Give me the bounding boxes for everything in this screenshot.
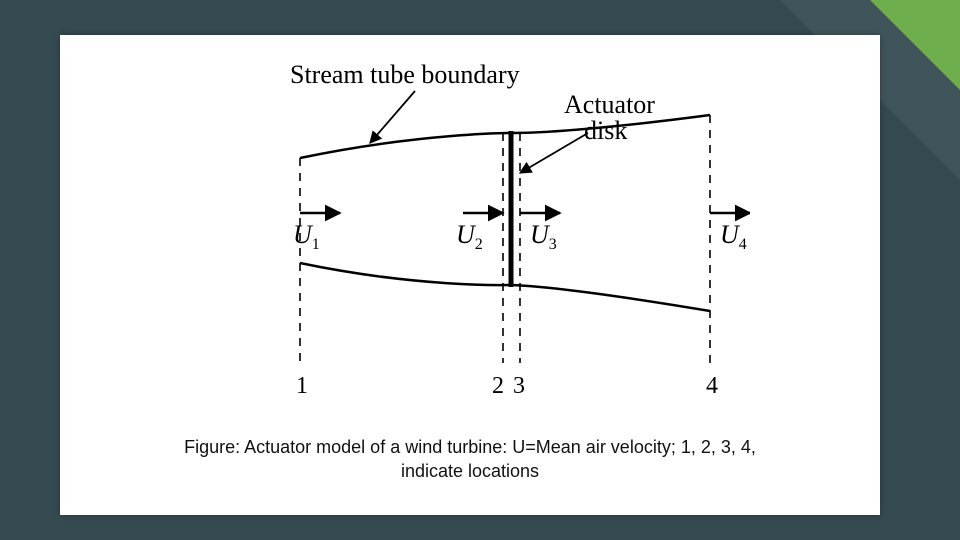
stream-tube-top bbox=[300, 115, 710, 158]
slide-panel: U1 U2 U3 U4 1 23 4 Stream tube boundary Actua… bbox=[60, 35, 880, 515]
svg-text:U2: U2 bbox=[456, 220, 483, 253]
caption-line-1: Figure: Actuator model of a wind turbine… bbox=[184, 437, 756, 457]
station-numbers: 1 23 4 bbox=[296, 373, 718, 399]
svg-text:U4: U4 bbox=[720, 220, 747, 253]
svg-text:U3: U3 bbox=[530, 220, 557, 253]
corner-accent bbox=[870, 0, 960, 90]
caption-line-2: indicate locations bbox=[401, 461, 539, 481]
stream-tube-callout-arrow bbox=[370, 91, 415, 143]
figure-caption: Figure: Actuator model of a wind turbine… bbox=[60, 435, 880, 484]
actuator-disk-label-line1: Actuator bbox=[564, 90, 655, 119]
svg-text:3: 3 bbox=[513, 373, 525, 399]
svg-text:2: 2 bbox=[492, 373, 504, 399]
station-dashed-lines bbox=[300, 115, 710, 363]
svg-text:U1: U1 bbox=[293, 220, 320, 253]
actuator-diagram-svg: U1 U2 U3 U4 1 23 4 Stream tube boundary Actua… bbox=[220, 43, 750, 423]
actuator-disk-callout-arrow bbox=[520, 133, 588, 173]
stream-tube-label: Stream tube boundary bbox=[290, 60, 520, 89]
svg-text:1: 1 bbox=[296, 373, 308, 399]
actuator-disk-label-line2: disk bbox=[584, 116, 627, 145]
svg-text:4: 4 bbox=[706, 373, 718, 399]
stream-tube-bottom bbox=[300, 263, 710, 311]
actuator-diagram: U1 U2 U3 U4 1 23 4 Stream tube boundary Actua… bbox=[220, 43, 750, 423]
